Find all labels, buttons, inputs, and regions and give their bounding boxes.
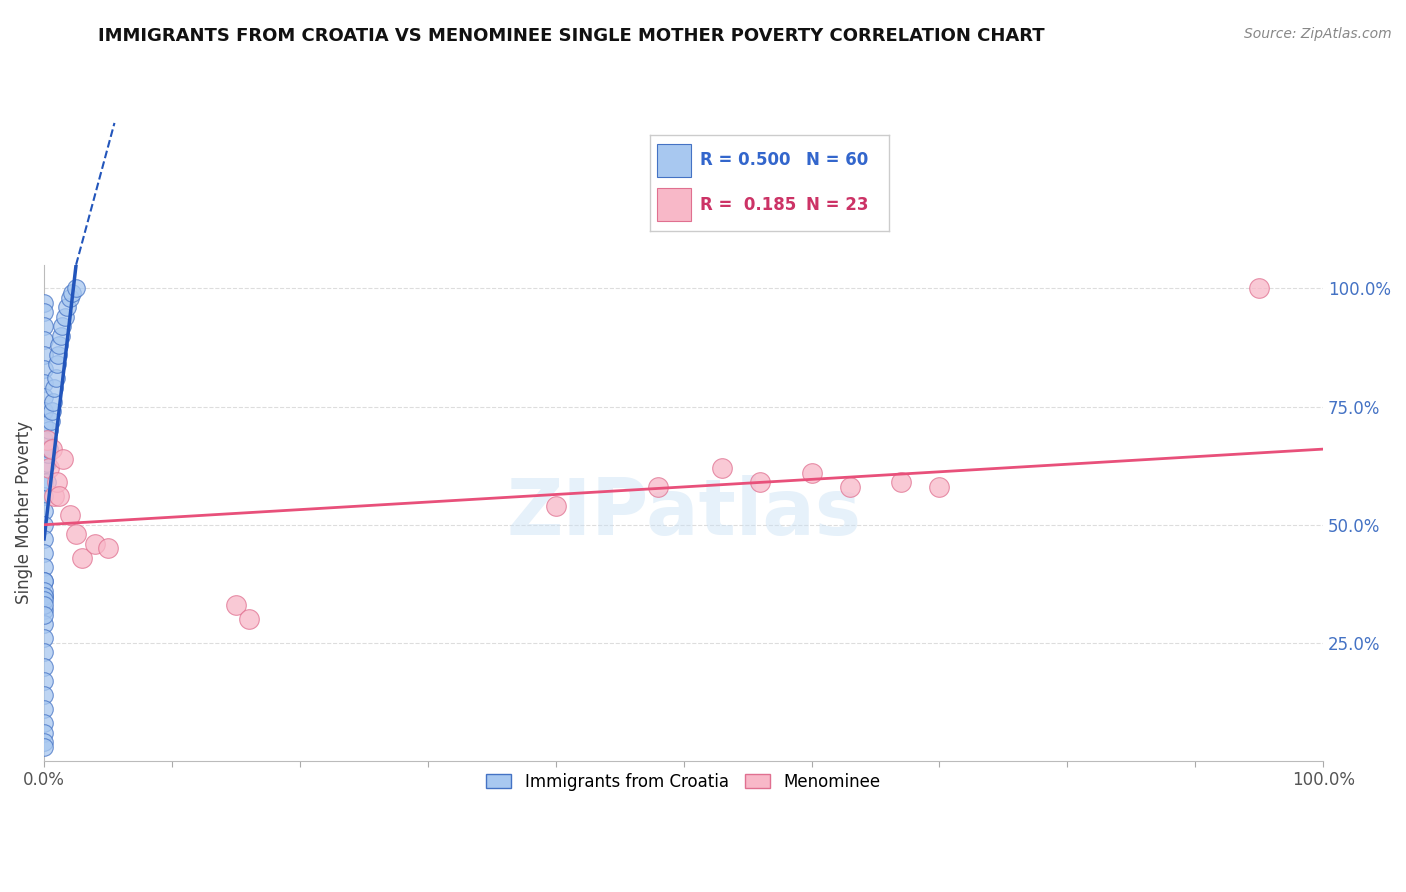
Point: [32, 461, 55, 475]
Point: [44, 489, 66, 503]
Point: [41, 442, 63, 456]
Point: [32, 702, 55, 716]
Point: [32, 574, 55, 589]
Point: [32, 659, 55, 673]
Point: [32, 295, 55, 310]
Text: ZIPatlas: ZIPatlas: [506, 475, 860, 551]
Point: [32, 560, 55, 574]
Point: [65, 527, 87, 541]
Point: [32, 617, 55, 632]
Point: [84, 536, 107, 550]
Point: [32, 361, 55, 376]
Point: [32, 517, 55, 532]
Point: [59, 508, 82, 523]
Point: [42, 394, 65, 409]
Point: [38, 461, 60, 475]
Point: [32, 433, 55, 447]
Point: [32, 589, 55, 603]
Text: R = 0.500: R = 0.500: [700, 152, 790, 169]
Point: [838, 480, 860, 494]
Point: [647, 480, 669, 494]
Point: [32, 390, 55, 404]
Point: [97, 541, 120, 556]
Point: [35, 456, 58, 470]
Point: [32, 334, 55, 348]
Point: [32, 347, 55, 361]
Point: [49, 328, 72, 343]
Point: [32, 716, 55, 731]
Point: [59, 291, 82, 305]
Point: [800, 466, 823, 480]
Point: [35, 475, 58, 490]
Point: [44, 381, 66, 395]
Point: [928, 480, 950, 494]
Point: [32, 546, 55, 560]
Point: [238, 612, 260, 626]
Point: [48, 338, 70, 352]
Text: N = 23: N = 23: [806, 195, 868, 214]
Point: [1249, 281, 1271, 295]
Point: [32, 673, 55, 688]
Point: [52, 451, 75, 466]
Point: [32, 447, 55, 461]
Point: [32, 725, 55, 739]
Point: [32, 574, 55, 589]
Point: [32, 607, 55, 622]
Point: [32, 475, 55, 490]
Point: [32, 598, 55, 612]
Point: [32, 532, 55, 546]
Point: [32, 688, 55, 702]
Point: [48, 489, 70, 503]
Point: [45, 357, 67, 371]
Point: [35, 433, 58, 447]
Point: [32, 583, 55, 598]
Point: [749, 475, 772, 490]
Point: [65, 281, 87, 295]
Point: [72, 550, 94, 565]
Bar: [657, 188, 690, 221]
Point: [56, 301, 79, 315]
Point: [51, 319, 73, 334]
Point: [53, 310, 76, 324]
Text: R =  0.185: R = 0.185: [700, 195, 796, 214]
Point: [32, 418, 55, 433]
Point: [32, 319, 55, 334]
Point: [890, 475, 912, 490]
Point: [60, 286, 83, 301]
Text: IMMIGRANTS FROM CROATIA VS MENOMINEE SINGLE MOTHER POVERTY CORRELATION CHART: IMMIGRANTS FROM CROATIA VS MENOMINEE SIN…: [98, 27, 1045, 45]
Point: [32, 305, 55, 319]
Point: [41, 404, 63, 418]
Bar: [657, 145, 690, 177]
Point: [544, 499, 567, 513]
Point: [32, 489, 55, 503]
Point: [32, 645, 55, 659]
Text: N = 60: N = 60: [806, 152, 868, 169]
Point: [32, 593, 55, 607]
Point: [225, 598, 247, 612]
Point: [39, 414, 62, 428]
Point: [45, 475, 67, 490]
Text: Source: ZipAtlas.com: Source: ZipAtlas.com: [1244, 27, 1392, 41]
Point: [45, 371, 67, 385]
Point: [37, 447, 59, 461]
Point: [711, 461, 734, 475]
Point: [46, 347, 69, 361]
Point: [32, 739, 55, 754]
Point: [32, 404, 55, 418]
Legend: Immigrants from Croatia, Menominee: Immigrants from Croatia, Menominee: [479, 766, 887, 797]
Point: [32, 589, 55, 603]
Y-axis label: Single Mother Poverty: Single Mother Poverty: [15, 421, 32, 605]
Point: [32, 631, 55, 645]
Point: [32, 376, 55, 390]
Point: [32, 603, 55, 617]
Point: [38, 423, 60, 437]
Point: [38, 442, 60, 456]
Point: [32, 503, 55, 517]
Point: [32, 735, 55, 749]
